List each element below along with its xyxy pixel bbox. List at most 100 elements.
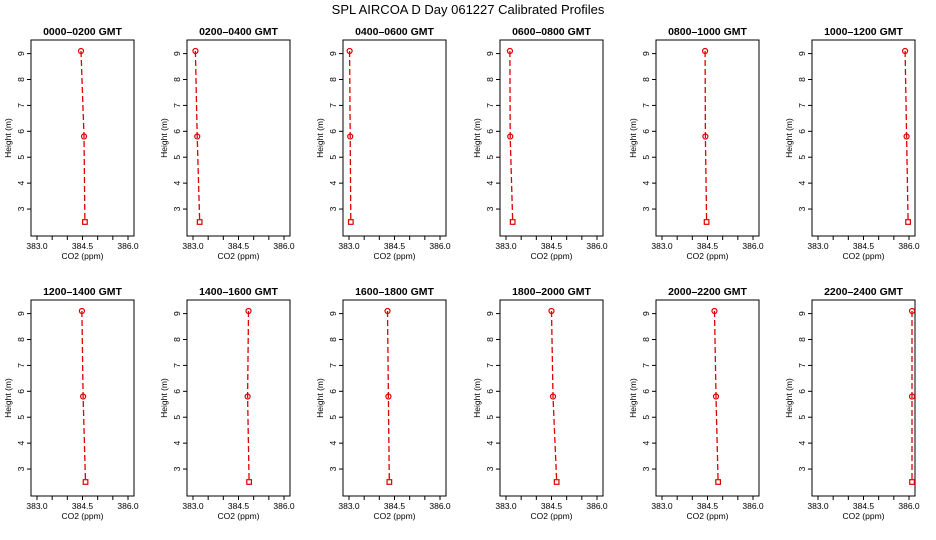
x-tick-label: 386.0 xyxy=(117,501,139,511)
x-tick-label: 384.5 xyxy=(72,501,94,511)
profile-line xyxy=(550,310,558,483)
y-tick-label: 7 xyxy=(172,103,182,108)
profile-line xyxy=(194,50,201,223)
x-tick-label: 384.5 xyxy=(697,501,719,511)
y-tick-label: 6 xyxy=(16,129,26,134)
y-axis-label: Height (m) xyxy=(315,118,325,158)
y-tick-label: 5 xyxy=(797,155,807,160)
y-tick-label: 9 xyxy=(16,311,26,316)
y-axis-label: Height (m) xyxy=(159,378,169,418)
y-axis-label: Height (m) xyxy=(159,118,169,158)
x-axis-label: CO2 (ppm) xyxy=(842,511,884,521)
x-tick-label: 383.0 xyxy=(182,241,204,251)
panel-12: 2200–2400 GMT 3 4 5 6 7 8 9 383.0 384.5 386.0 CO2 (… xyxy=(784,286,920,521)
panel-8: 1400–1600 GMT 3 4 5 6 7 8 9 383.0 384.5 386.0 CO2 (… xyxy=(159,286,295,521)
x-tick-label: 383.0 xyxy=(495,241,517,251)
x-axis-label: CO2 (ppm) xyxy=(530,251,572,261)
panel-9: 1600–1800 GMT 3 4 5 6 7 8 9 383.0 384.5 386.0 CO2 (… xyxy=(315,286,451,521)
data-point xyxy=(548,307,555,315)
panel-title: 1400–1600 GMT xyxy=(199,286,278,298)
y-tick-label: 3 xyxy=(485,466,495,471)
data-point xyxy=(384,307,391,315)
x-axis-label: CO2 (ppm) xyxy=(373,251,415,261)
y-tick-label: 8 xyxy=(641,337,651,342)
y-tick-label: 4 xyxy=(172,441,182,446)
data-point xyxy=(78,307,85,315)
y-tick-label: 6 xyxy=(641,129,651,134)
y-tick-label: 8 xyxy=(328,337,338,342)
y-tick-label: 5 xyxy=(172,415,182,420)
x-tick-label: 384.5 xyxy=(228,241,250,251)
panel-title: 0000–0200 GMT xyxy=(43,26,122,38)
y-tick-label: 3 xyxy=(641,466,651,471)
panel-5: 0800–1000 GMT 3 4 5 6 7 8 9 383.0 384.5 386.0 CO2 (… xyxy=(628,26,764,261)
y-tick-label: 5 xyxy=(16,155,26,160)
y-tick-label: 9 xyxy=(328,51,338,56)
plot-frame xyxy=(186,39,291,237)
y-tick-label: 7 xyxy=(797,103,807,108)
x-tick-label: 383.0 xyxy=(495,501,517,511)
y-tick-label: 4 xyxy=(485,441,495,446)
y-axis-label: Height (m) xyxy=(784,378,794,418)
y-tick-label: 9 xyxy=(641,51,651,56)
y-tick-label: 5 xyxy=(328,155,338,160)
x-tick-label: 383.0 xyxy=(807,501,829,511)
y-tick-label: 8 xyxy=(328,77,338,82)
y-tick-label: 7 xyxy=(172,363,182,368)
data-point xyxy=(386,479,393,485)
y-tick-label: 9 xyxy=(485,51,495,56)
y-tick-label: 3 xyxy=(485,206,495,211)
data-point xyxy=(347,133,354,140)
x-tick-label: 383.0 xyxy=(807,241,829,251)
y-tick-label: 5 xyxy=(328,415,338,420)
y-tick-label: 9 xyxy=(797,311,807,316)
y-tick-label: 5 xyxy=(641,155,651,160)
y-tick-label: 4 xyxy=(797,181,807,186)
panel-title: 0600–0800 GMT xyxy=(512,26,591,38)
y-axis-label: Height (m) xyxy=(784,118,794,158)
data-point xyxy=(347,219,354,225)
y-tick-label: 6 xyxy=(328,389,338,394)
x-axis-label: CO2 (ppm) xyxy=(842,251,884,261)
data-point xyxy=(244,393,251,400)
y-tick-label: 7 xyxy=(16,363,26,368)
y-tick-label: 5 xyxy=(485,415,495,420)
y-tick-label: 8 xyxy=(485,77,495,82)
plot-frame xyxy=(342,39,447,237)
data-point xyxy=(553,479,560,485)
x-tick-label: 383.0 xyxy=(338,241,360,251)
y-tick-label: 9 xyxy=(172,311,182,316)
plot-frame xyxy=(186,299,291,497)
x-axis-label: CO2 (ppm) xyxy=(686,251,728,261)
data-point xyxy=(346,47,353,55)
y-axis-label: Height (m) xyxy=(472,378,482,418)
x-tick-label: 386.0 xyxy=(273,241,295,251)
y-tick-label: 3 xyxy=(797,466,807,471)
panel-6: 1000–1200 GMT 3 4 5 6 7 8 9 383.0 384.5 386.0 CO2 (… xyxy=(784,26,920,261)
data-point xyxy=(194,133,201,140)
x-tick-label: 386.0 xyxy=(273,501,295,511)
y-tick-label: 6 xyxy=(16,389,26,394)
y-tick-label: 7 xyxy=(485,103,495,108)
y-tick-label: 6 xyxy=(172,389,182,394)
profile-line xyxy=(81,310,87,483)
data-point xyxy=(908,307,916,315)
figure-title: SPL AIRCOA D Day 061227 Calibrated Profi… xyxy=(332,2,605,17)
panel-2: 0200–0400 GMT 3 4 5 6 7 8 9 383.0 384.5 386.0 CO2 (… xyxy=(159,26,295,261)
data-point xyxy=(82,219,88,225)
data-point xyxy=(901,47,909,55)
profile-line xyxy=(386,310,390,483)
x-tick-label: 386.0 xyxy=(117,241,139,251)
y-tick-label: 6 xyxy=(641,389,651,394)
y-tick-label: 8 xyxy=(16,337,26,342)
data-point xyxy=(703,219,710,225)
data-point xyxy=(908,393,916,400)
x-tick-label: 383.0 xyxy=(338,501,360,511)
y-tick-label: 8 xyxy=(172,337,182,342)
x-tick-label: 386.0 xyxy=(742,501,764,511)
y-tick-label: 8 xyxy=(797,337,807,342)
y-tick-label: 8 xyxy=(485,337,495,342)
y-tick-label: 7 xyxy=(641,103,651,108)
y-axis-label: Height (m) xyxy=(315,378,325,418)
